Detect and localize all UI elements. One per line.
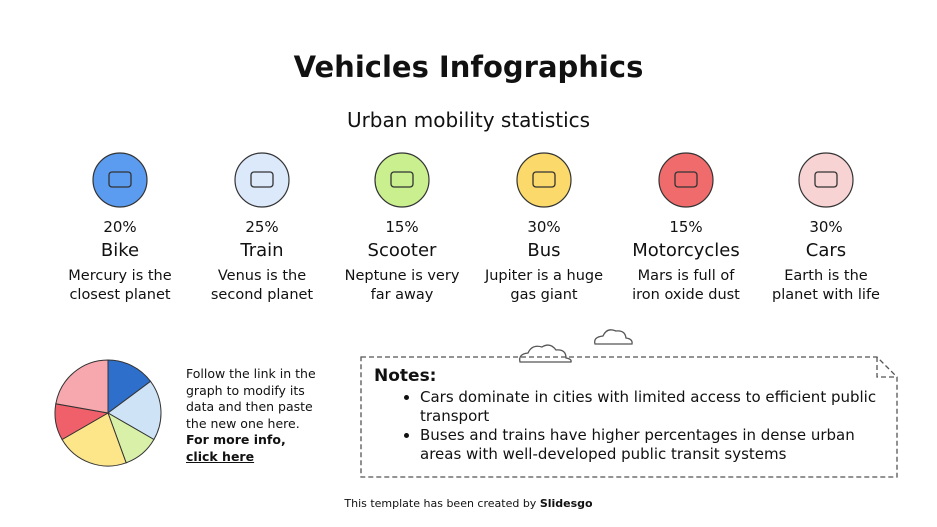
description: Mercury is the closest planet bbox=[68, 268, 172, 303]
item: 30% Cars Earth is the planet with life bbox=[751, 218, 901, 305]
percent-label: 15% bbox=[385, 218, 419, 236]
percent-label: 25% bbox=[245, 218, 279, 236]
icon-glyph bbox=[250, 171, 274, 188]
notes-title: Notes: bbox=[374, 366, 437, 386]
footer-text: This template has been created by bbox=[344, 497, 537, 510]
description: Venus is the second planet bbox=[210, 268, 314, 303]
icon-glyph bbox=[814, 171, 838, 188]
vehicle-name: Scooter bbox=[367, 240, 437, 261]
description: Earth is the planet with life bbox=[772, 268, 880, 303]
notes-box bbox=[360, 356, 898, 478]
link[interactable]: click here bbox=[186, 448, 255, 464]
subtitle: Urban mobility statistics bbox=[346, 108, 591, 132]
item: 15% Motorcycles Mars is full of iron oxide… bbox=[611, 218, 761, 305]
icon-circle bbox=[234, 152, 290, 208]
title: Vehicles Infographics bbox=[293, 50, 644, 84]
icon-circle bbox=[374, 152, 430, 208]
clouds bbox=[519, 329, 633, 363]
icon-glyph bbox=[390, 171, 414, 188]
vehicle-name: Train bbox=[240, 240, 284, 261]
item: 15% Scooter Neptune is very far away bbox=[327, 218, 477, 305]
description: Neptune is very far away bbox=[344, 268, 460, 303]
percent-label: 30% bbox=[809, 218, 843, 236]
notes-list: Cars dominate in cities with limited acc… bbox=[374, 388, 884, 464]
note-item: Buses and trains have higher percentages… bbox=[420, 426, 884, 464]
vehicle-name: Motorcycles bbox=[632, 240, 740, 261]
item: 25% Train Venus is the second planet bbox=[187, 218, 337, 305]
notes: Notes: Cars dominate in cities with limi… bbox=[374, 366, 884, 464]
item: 20% Bike Mercury is the closest planet bbox=[45, 218, 195, 305]
icon-circle bbox=[92, 152, 148, 208]
vehicle-name: Cars bbox=[805, 240, 847, 261]
description: Mars is full of iron oxide dust bbox=[632, 268, 740, 303]
item: 30% Bus Jupiter is a huge gas giant bbox=[469, 218, 619, 305]
percent-label: 30% bbox=[527, 218, 561, 236]
cloud bbox=[519, 344, 572, 363]
icon-circle bbox=[798, 152, 854, 208]
icon-glyph bbox=[532, 171, 556, 188]
side-bold: For more info, bbox=[186, 432, 286, 447]
description: Jupiter is a huge gas giant bbox=[484, 268, 604, 303]
percent-label: 15% bbox=[669, 218, 703, 236]
note-item: Cars dominate in cities with limited acc… bbox=[420, 388, 884, 426]
pie-slice bbox=[55, 359, 109, 414]
icon-circle bbox=[516, 152, 572, 208]
icon-glyph bbox=[108, 171, 132, 188]
side-text: Follow the link in the graph to modify i… bbox=[186, 366, 321, 465]
side-body: Follow the link in the graph to modify i… bbox=[186, 366, 316, 431]
pie-slice bbox=[107, 380, 162, 441]
vehicle-name: Bus bbox=[527, 240, 561, 261]
icon-glyph bbox=[674, 171, 698, 188]
pie-chart bbox=[54, 359, 162, 467]
percent-label: 20% bbox=[103, 218, 137, 236]
vehicle-name: Bike bbox=[100, 240, 140, 261]
icon-circle bbox=[658, 152, 714, 208]
pie-slice bbox=[107, 359, 152, 414]
pie-slice bbox=[61, 412, 127, 467]
footer-brand: Slidesgo bbox=[539, 497, 593, 510]
footer: This template has been created by Slides… bbox=[0, 497, 937, 510]
icons bbox=[92, 152, 854, 208]
cloud bbox=[594, 329, 633, 345]
